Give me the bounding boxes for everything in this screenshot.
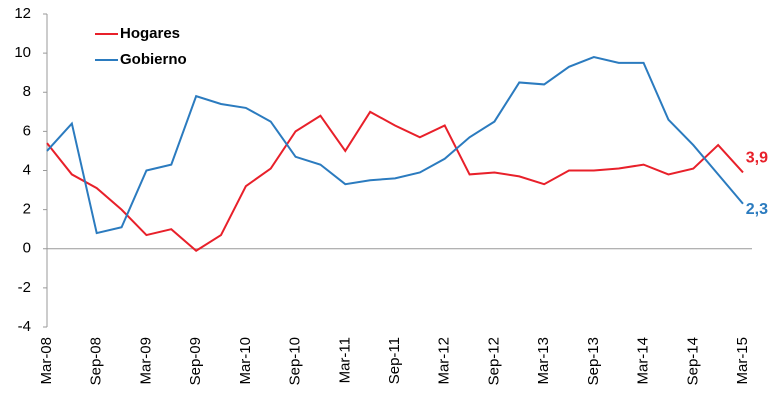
x-tick-label: Sep-10	[287, 337, 304, 385]
data-label: 3,9	[746, 150, 768, 167]
legend-text: Hogares	[120, 25, 180, 42]
y-tick-label: 0	[23, 240, 31, 257]
y-tick-label: -2	[18, 279, 31, 296]
x-tick-label: Sep-12	[485, 337, 502, 385]
x-tick-label: Mar-14	[635, 337, 652, 385]
y-tick-label: 10	[14, 44, 31, 61]
legend-text: Gobierno	[120, 51, 187, 68]
x-tick-label: Sep-13	[585, 337, 602, 385]
y-tick-label: 2	[23, 201, 31, 218]
x-tick-label: Sep-08	[88, 337, 105, 385]
series-line	[46, 110, 744, 252]
x-tick-label: Mar-11	[336, 337, 353, 383]
y-tick-label: 6	[23, 122, 31, 139]
y-tick-label: -4	[18, 318, 31, 335]
x-tick-label: Mar-09	[137, 337, 154, 385]
x-tick-label: Sep-11	[386, 337, 403, 384]
x-tick-label: Mar-15	[734, 337, 751, 385]
x-tick-label: Sep-14	[684, 337, 701, 385]
x-tick-label: Mar-10	[237, 337, 254, 385]
y-tick-label: 8	[23, 83, 31, 100]
x-tick-label: Mar-12	[436, 337, 453, 385]
x-tick-label: Sep-09	[187, 337, 204, 385]
y-tick-label: 4	[23, 161, 31, 178]
x-tick-label: Mar-08	[38, 337, 55, 385]
data-label: 2,3	[746, 201, 768, 218]
series-line	[46, 55, 744, 235]
y-tick-label: 12	[14, 5, 31, 22]
x-tick-label: Mar-13	[535, 337, 552, 385]
